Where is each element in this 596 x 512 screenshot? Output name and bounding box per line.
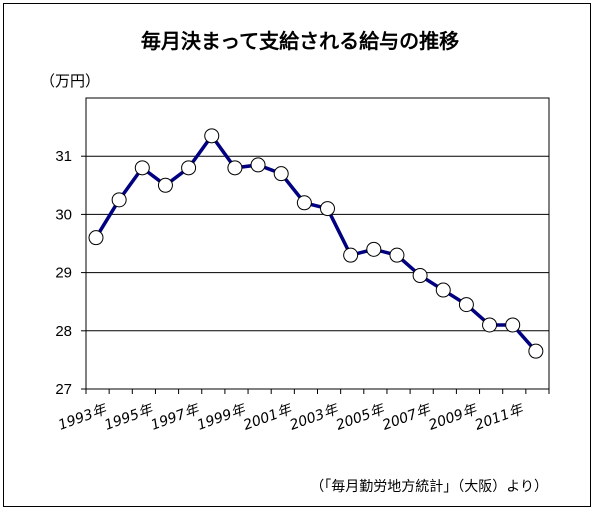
data-points	[88, 128, 544, 359]
data-point-2004年	[343, 247, 359, 263]
data-point-2008年	[435, 282, 451, 298]
data-point-1997年	[181, 160, 197, 176]
data-point-1993年	[88, 230, 104, 246]
chart-title: 毎月決まって支給される給与の推移	[141, 29, 459, 53]
x-tick-label-2009年: 2009年	[427, 401, 481, 434]
data-point-2009年	[458, 297, 474, 313]
gridlines	[86, 155, 549, 332]
data-point-1996年	[157, 177, 173, 193]
x-tick-label-2007年: 2007年	[380, 401, 434, 434]
x-tick-label-2001年: 2001年	[241, 401, 295, 434]
y-tick-label-30: 30	[55, 206, 72, 223]
x-tick-label-1997年: 1997年	[149, 401, 203, 434]
source-annotation: （「毎月勤労地方統計」（大阪）より）	[310, 479, 548, 495]
y-axis-ticks: 27 28 29 30 31	[55, 148, 86, 398]
y-axis-unit-label: （万円）	[40, 72, 100, 90]
data-point-1998年	[204, 128, 220, 144]
data-point-1994年	[111, 192, 127, 208]
data-point-2002年	[296, 195, 312, 211]
chart-frame	[3, 3, 591, 507]
x-axis-ticks: 1993年1995年1997年1999年2001年2003年2005年2007年…	[56, 389, 550, 434]
data-point-1999年	[227, 160, 243, 176]
data-point-2007年	[412, 268, 428, 284]
data-point-1995年	[134, 160, 150, 176]
data-point-2001年	[273, 166, 289, 182]
data-point-2012年	[528, 343, 544, 359]
x-tick-label-1999年: 1999年	[195, 401, 249, 434]
x-tick-label-1995年: 1995年	[103, 401, 157, 434]
data-point-2011年	[505, 317, 521, 333]
y-tick-label-27: 27	[55, 381, 72, 398]
y-tick-label-28: 28	[55, 323, 72, 340]
x-tick-label-2011年: 2011年	[473, 401, 527, 434]
data-point-2003年	[320, 201, 335, 217]
plot-area	[85, 97, 550, 390]
series-line	[94, 134, 538, 353]
data-point-2005年	[366, 241, 382, 257]
y-tick-label-29: 29	[55, 265, 72, 282]
data-point-2006年	[389, 247, 405, 263]
x-tick-label-2003年: 2003年	[288, 401, 342, 434]
x-tick-label-2005年: 2005年	[334, 401, 388, 434]
data-point-2000年	[250, 157, 266, 173]
y-tick-label-31: 31	[55, 148, 72, 165]
data-point-2010年	[482, 317, 498, 333]
x-tick-label-1993年: 1993年	[56, 401, 110, 434]
